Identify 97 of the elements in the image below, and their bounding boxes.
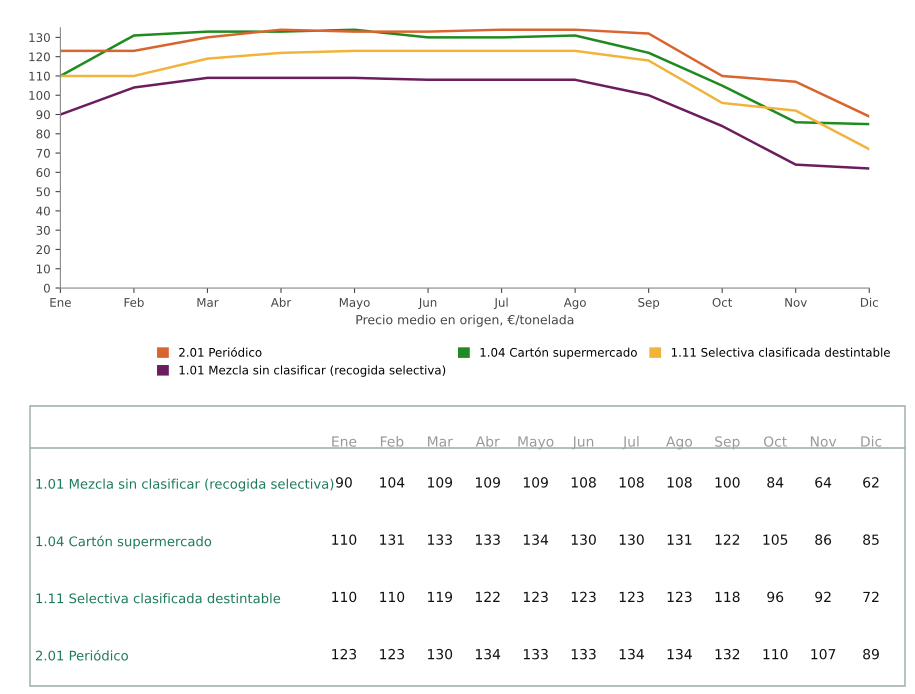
- x-tick-label: Mar: [428, 436, 453, 447]
- data-label: 72: [863, 592, 878, 602]
- legend-label: 1.04 Cartón supermercado: [480, 347, 637, 360]
- line-series: [60, 50, 870, 150]
- data-label: 64: [815, 477, 832, 488]
- x-tick-label: Mar: [197, 298, 219, 307]
- data-label: 108: [572, 477, 596, 488]
- legend-label: 1.01 Mezcla sin clasificar (recogida selectiva): [180, 365, 446, 377]
- line-series: [60, 76, 870, 170]
- y-tick-label: 80: [36, 130, 50, 138]
- data-label: 84: [767, 477, 784, 488]
- data-label: 123: [668, 592, 692, 602]
- data-label: 86: [815, 534, 832, 545]
- legend-label: 1.11 Selectiva clasificada destintable: [672, 348, 890, 357]
- data-label: 122: [716, 534, 740, 545]
- data-label: 123: [332, 648, 356, 660]
- x-tick-label: Feb: [380, 436, 404, 447]
- y-tick-label: 110: [29, 72, 50, 81]
- x-tick-label: Oct: [764, 436, 787, 447]
- data-label: 105: [763, 534, 788, 545]
- y-tick-label: 2.01 Periódico: [36, 650, 128, 661]
- x-tick-label: Nov: [785, 298, 807, 307]
- x-tick-label: Sep: [638, 298, 660, 310]
- x-axis-title: Precio medio en origen, €/tonelada: [356, 314, 574, 327]
- y-tick-label: 30: [36, 226, 50, 235]
- data-label: 118: [716, 592, 740, 602]
- data-label: 62: [863, 477, 878, 488]
- x-tick-label: Abr: [476, 436, 500, 447]
- data-label: 108: [668, 477, 692, 488]
- data-label: 90: [336, 477, 352, 488]
- data-label: 130: [572, 534, 596, 545]
- x-tick-label: Sep: [715, 436, 740, 450]
- y-tick-label: 10: [36, 264, 50, 274]
- data-label: 89: [863, 648, 879, 660]
- data-label: 104: [380, 477, 404, 488]
- y-tick-label: 1.01 Mezcla sin clasificar (recogida selectiva): [36, 478, 334, 492]
- data-label: 122: [476, 592, 500, 602]
- data-label: 131: [380, 534, 404, 545]
- y-tick-label: 0: [44, 284, 50, 293]
- data-label: 133: [572, 648, 596, 660]
- data-label: 133: [428, 534, 452, 545]
- data-label: 100: [716, 477, 740, 488]
- data-label: 110: [380, 592, 404, 602]
- data-label: 123: [380, 648, 404, 660]
- x-tick-label: Dic: [860, 298, 878, 307]
- x-tick-label: Jun: [572, 436, 594, 450]
- data-label: 134: [668, 648, 692, 660]
- data-label: 92: [815, 592, 831, 602]
- y-tick-label: 40: [36, 206, 50, 216]
- data-label: 133: [476, 534, 500, 545]
- data-label: 134: [476, 648, 500, 660]
- data-label: 109: [428, 477, 452, 488]
- x-tick-label: Mayo: [518, 436, 554, 450]
- data-label: 132: [716, 648, 740, 660]
- data-label: 123: [524, 592, 548, 602]
- data-label: 110: [332, 592, 356, 602]
- y-tick-label: 120: [29, 52, 50, 62]
- x-tick-label: Jul: [622, 436, 639, 450]
- data-label: 85: [863, 534, 879, 545]
- x-tick-label: Ene: [50, 298, 71, 307]
- x-tick-label: Ene: [332, 436, 356, 447]
- y-tick-label: 70: [36, 148, 50, 158]
- x-tick-label: Dic: [861, 436, 882, 447]
- x-tick-label: Oct: [712, 298, 732, 307]
- x-tick-label: Abr: [270, 298, 292, 307]
- x-tick-label: Jul: [494, 298, 508, 310]
- data-label: 108: [620, 477, 644, 488]
- data-label: 131: [668, 534, 692, 545]
- x-tick-label: Ago: [666, 436, 692, 450]
- data-label: 109: [524, 477, 548, 488]
- x-tick-label: Jun: [418, 298, 436, 310]
- data-label: 109: [476, 477, 500, 488]
- y-tick-label: 90: [36, 110, 50, 120]
- data-label: 96: [767, 592, 784, 602]
- data-label: 134: [620, 648, 644, 660]
- data-label: 119: [428, 592, 452, 602]
- data-label: 134: [524, 534, 548, 545]
- data-label: 107: [811, 648, 836, 660]
- x-tick-label: Nov: [810, 436, 836, 447]
- data-label: 133: [524, 648, 548, 660]
- data-label: 123: [572, 592, 596, 602]
- data-label: 123: [620, 592, 644, 602]
- y-tick-label: 130: [29, 33, 50, 42]
- y-tick-label: 1.11 Selectiva clasificada destintable: [36, 593, 280, 604]
- x-tick-label: Mayo: [340, 298, 370, 310]
- y-tick-label: 20: [36, 245, 50, 254]
- data-label: 110: [332, 534, 356, 545]
- data-label: 110: [763, 648, 788, 660]
- y-tick-label: 60: [36, 168, 50, 177]
- data-label: 130: [620, 534, 644, 545]
- x-tick-label: Ago: [564, 298, 586, 310]
- x-tick-label: Feb: [124, 298, 144, 307]
- legend-label: 2.01 Periódico: [179, 347, 262, 357]
- y-tick-label: 50: [36, 187, 50, 196]
- y-tick-label: 100: [29, 90, 50, 100]
- y-tick-label: 1.04 Cartón supermercado: [36, 536, 212, 549]
- data-label: 130: [428, 648, 452, 660]
